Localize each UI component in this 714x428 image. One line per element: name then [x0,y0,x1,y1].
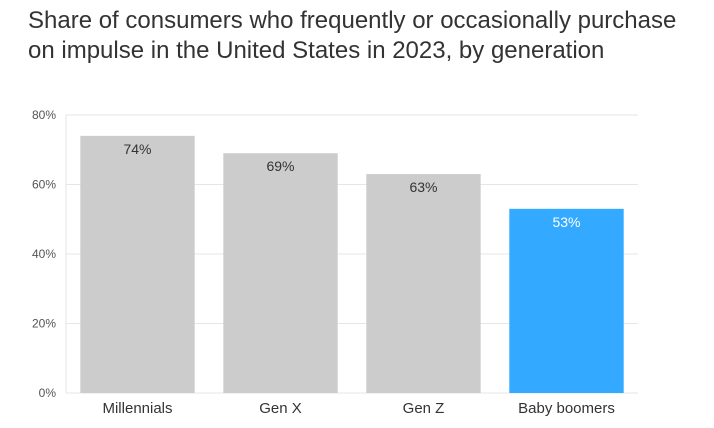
y-tick-label: 20% [32,317,56,331]
y-tick-label: 80% [32,108,56,122]
bar [509,208,624,393]
data-label: 74% [123,141,151,157]
y-tick-label: 0% [39,386,57,400]
bar [366,174,481,393]
x-category-label: Baby boomers [518,400,615,417]
data-labels: 74% 69% 63% 53% [123,141,580,230]
y-tick-label: 60% [32,178,56,192]
bar [80,135,195,393]
data-label: 63% [409,179,437,195]
chart-title: Share of consumers who frequently or occ… [28,7,677,64]
bars [80,135,624,393]
bar [223,153,338,393]
data-label: 69% [266,158,294,174]
x-category-label: Gen Z [403,400,445,417]
x-category-label: Millennials [102,400,172,417]
x-axis-categories: Millennials Gen X Gen Z Baby boomers [102,400,614,417]
y-axis-ticks: 0% 20% 40% 60% 80% [32,108,56,400]
y-tick-label: 40% [32,247,56,261]
x-category-label: Gen X [259,400,302,417]
data-label: 53% [552,214,580,230]
